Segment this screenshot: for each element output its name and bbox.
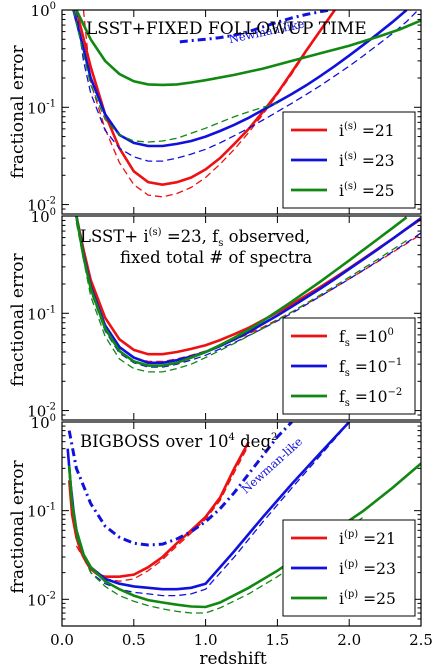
legend-label: i(p) =21 <box>339 529 396 548</box>
legend-label: i(s) =23 <box>339 151 395 170</box>
panel-3-title: BIGBOSS over 104 deg2 <box>80 432 277 451</box>
newman-like-dotted-line-0 <box>179 10 331 44</box>
panel-lsst-fs-observed: 100 10-1 10-2 fs =100 fs =10−1 fs =10−2 <box>27 207 422 421</box>
x-tick-label: 0.0 <box>50 631 74 649</box>
x-tick-label: 2.5 <box>409 631 433 649</box>
y-tick-label: 10-1 <box>27 502 56 521</box>
series-line-0 <box>67 441 250 578</box>
legend-label: fs =100 <box>339 327 394 349</box>
legend-label: i(s) =25 <box>339 181 395 200</box>
legend-label: i(s) =21 <box>339 121 395 140</box>
y-tick-label: 10-2 <box>27 196 56 215</box>
dashed-series-line-5 <box>75 222 407 373</box>
x-tick-label: 1.0 <box>194 631 218 649</box>
y-tick-label: 100 <box>31 413 56 432</box>
panel-1-ylabel: fractional error <box>8 45 28 179</box>
series-line-2 <box>75 216 421 365</box>
x-axis-label: redshift <box>199 649 266 669</box>
dashed-series-line-3 <box>75 430 343 597</box>
x-tick-label: 2.0 <box>337 631 361 649</box>
dashed-series-line-1 <box>82 10 336 198</box>
panel-3-ylabel: fractional error <box>8 460 28 594</box>
x-tick-label: 1.5 <box>265 631 289 649</box>
dashed-series-line-5 <box>75 516 364 614</box>
legend-label: fs =10−2 <box>339 387 402 409</box>
dashed-series-line-1 <box>75 444 250 582</box>
legend: i(s) =21 i(s) =23 i(s) =25 <box>282 111 416 209</box>
y-tick-label: 10-1 <box>27 304 56 323</box>
legend: i(p) =21 i(p) =23 i(p) =25 <box>282 519 416 617</box>
y-tick-label: 10-2 <box>27 402 56 421</box>
newman-like-dotted-line-0 <box>67 422 293 547</box>
y-tick-label: 100 <box>31 1 56 20</box>
y-tick-label: 10-1 <box>27 98 56 117</box>
legend-label: i(p) =23 <box>339 559 396 578</box>
series-line-4 <box>75 216 408 367</box>
legend-label: i(p) =25 <box>339 589 396 608</box>
legend-label: fs =10−1 <box>339 357 402 379</box>
panel-2-title-line2: fixed total # of spectra <box>120 248 312 267</box>
series-group <box>72 10 421 198</box>
dashed-series-line-3 <box>75 10 419 162</box>
panel-2-ylabel: fractional error <box>8 253 28 387</box>
panel-2-title-line1: LSST+ i(s) =23, fs observed, <box>80 227 310 249</box>
y-tick-label: 10-2 <box>27 590 56 609</box>
x-tick-label: 0.5 <box>122 631 146 649</box>
series-group <box>75 216 421 373</box>
dashed-series-line-5 <box>72 10 278 143</box>
legend: fs =100 fs =10−1 fs =10−2 <box>282 317 416 415</box>
series-line-4 <box>75 10 421 87</box>
panel-1-title: LSST+FIXED FOLLOWUP TIME <box>86 19 367 39</box>
y-tick-label: 100 <box>31 207 56 226</box>
